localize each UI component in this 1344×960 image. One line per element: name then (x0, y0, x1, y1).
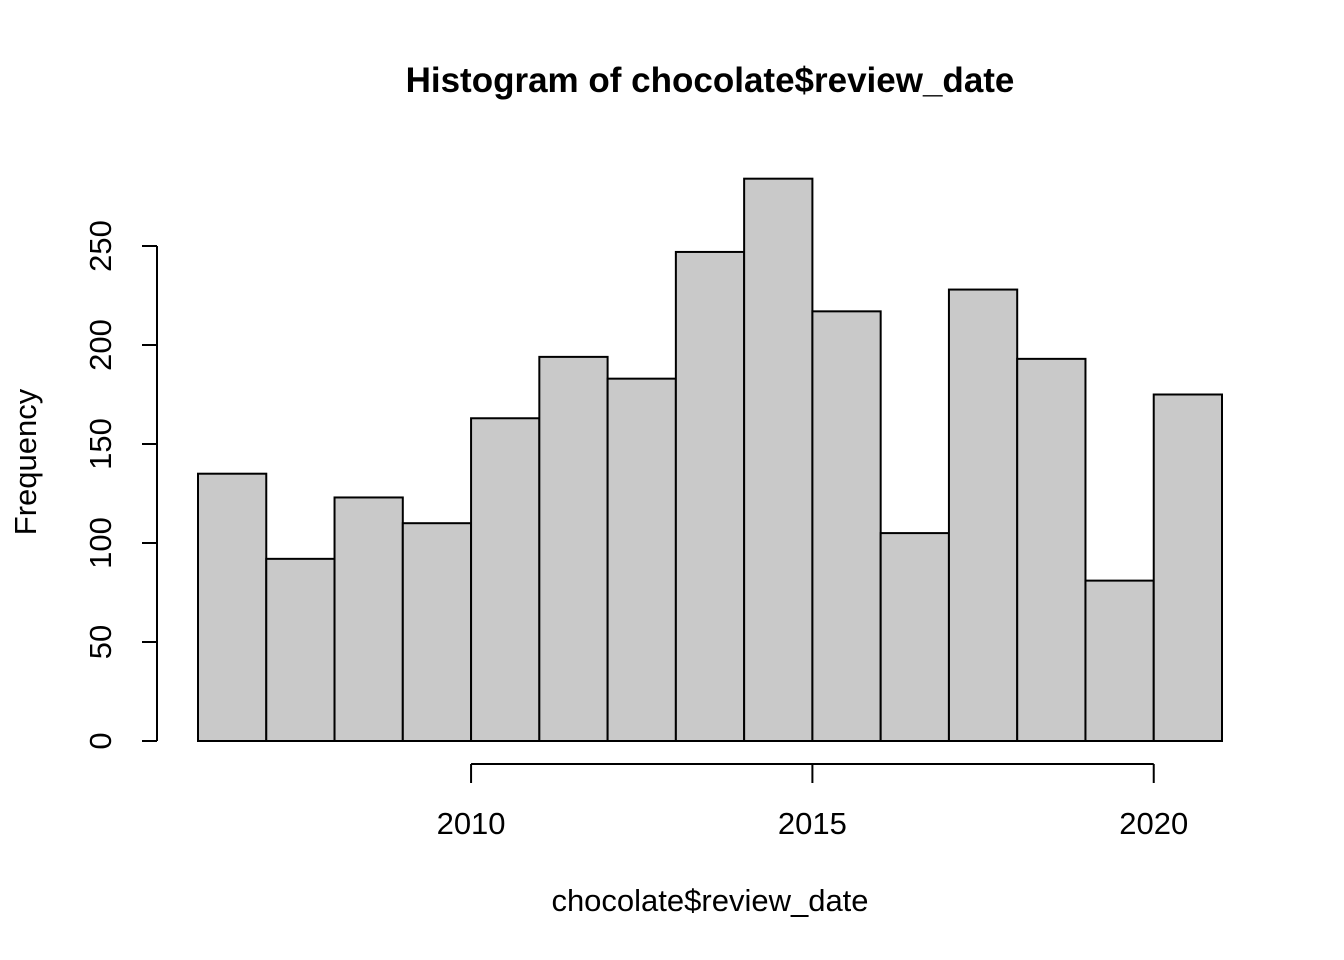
y-tick-label: 0 (83, 732, 118, 749)
histogram-bar (538, 355, 609, 742)
x-axis-label: chocolate$review_date (551, 883, 868, 918)
histogram-bar (1016, 357, 1087, 742)
histogram-bar (1084, 579, 1155, 742)
histogram-bar (265, 557, 336, 743)
y-tick-label: 150 (83, 418, 118, 470)
x-tick-label: 2015 (778, 806, 847, 841)
histogram-bar (1152, 393, 1223, 742)
histogram-bar (743, 177, 814, 742)
y-axis: 0 50 100 150 200 250 (83, 220, 158, 750)
y-tick-label: 200 (83, 319, 118, 371)
histogram-bar (401, 522, 473, 743)
y-tick-label: 50 (83, 625, 118, 659)
y-tick-label: 100 (83, 517, 118, 569)
histogram-bar (470, 417, 541, 742)
histogram-bar (811, 310, 882, 742)
y-axis-label: Frequency (8, 388, 43, 535)
bars-group (197, 177, 1223, 743)
histogram-bar (879, 532, 950, 742)
histogram-bar (333, 496, 404, 742)
histogram-bar (674, 250, 746, 742)
histogram-bar (947, 288, 1019, 742)
x-tick-label: 2020 (1119, 806, 1188, 841)
chart-title: Histogram of chocolate$review_date (406, 61, 1015, 100)
x-tick-label: 2010 (437, 806, 506, 841)
y-tick-label: 250 (83, 220, 118, 272)
x-axis: 2010 2015 2020 (437, 763, 1188, 841)
histogram-bar (606, 377, 677, 742)
histogram-bar (197, 472, 268, 742)
